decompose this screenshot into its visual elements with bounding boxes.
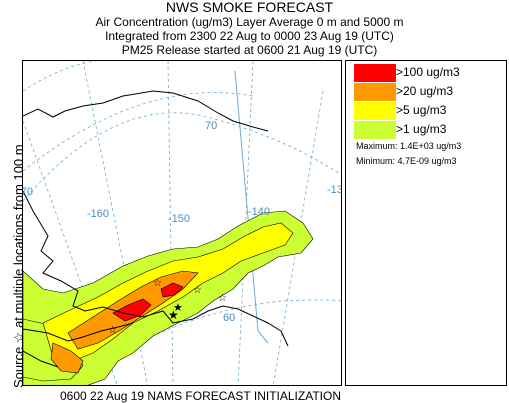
source-star-icon: ☆: [218, 293, 227, 304]
peninsula-coast: [23, 322, 134, 342]
map-canvas: ★ ☆ ☆ ☆ ☆ ★ -170 -160 -150 -140 -130 70 …: [23, 61, 342, 385]
plume-level-3-west: [50, 342, 84, 374]
longitude-label: -140: [248, 206, 270, 218]
island-coast: [23, 350, 59, 368]
source-star-icon: ★: [168, 308, 179, 322]
legend-panel: >100 ug/m3 >20 ug/m3 >5 ug/m3 >1 ug/m3 M…: [345, 60, 507, 386]
source-star-icon: ☆: [108, 325, 117, 336]
source-star-icon: ☆: [193, 285, 202, 296]
border-line: [234, 70, 269, 344]
forecast-title: NWS SMOKE FORECAST: [165, 0, 334, 15]
minimum-value: Minimum: 4.7E-09 ug/m3: [356, 156, 457, 166]
integration-period: Integrated from 2300 22 Aug to 0000 23 A…: [105, 29, 394, 43]
smoke-map: ★ ☆ ☆ ☆ ☆ ★ -170 -160 -150 -140 -130 70 …: [22, 60, 342, 386]
source-markers: ★ ☆ ☆ ☆ ☆ ★: [108, 278, 227, 336]
longitude-line-150: [167, 61, 174, 385]
legend-swatch: [354, 121, 396, 139]
latitude-line-north: [23, 61, 143, 92]
source-label-container: Source ☆ at multiple locations from 100 …: [0, 60, 26, 388]
legend-item: >5 ug/m3: [354, 102, 502, 120]
concentration-subtitle: Air Concentration (ug/m3) Layer Average …: [95, 15, 404, 29]
legend-label: >20 ug/m3: [396, 84, 454, 98]
smoke-plume: [23, 210, 314, 385]
legend-item: >100 ug/m3: [354, 64, 502, 82]
source-star-icon: ☆: [153, 278, 162, 289]
release-start: PM25 Release started at 0600 21 Aug 19 (…: [121, 43, 378, 57]
latitude-line-60: [65, 299, 341, 385]
maximum-value: Maximum: 1.4E+03 ug/m3: [356, 141, 462, 151]
plume-level-4: [112, 298, 152, 322]
north-coast: [23, 90, 269, 132]
legend-swatch: [354, 83, 396, 101]
legend-swatch: [354, 102, 396, 120]
latitude-label: 60: [223, 312, 235, 324]
latitude-label: 70: [205, 120, 217, 132]
legend-item: >20 ug/m3: [354, 83, 502, 101]
latitude-line-70: [23, 112, 341, 202]
plume-level-4b: [160, 282, 184, 298]
longitude-label: -160: [87, 208, 109, 220]
legend-label: >5 ug/m3: [396, 103, 447, 117]
legend-label: >100 ug/m3: [396, 65, 460, 79]
south-coast: [23, 190, 289, 347]
longitude-label: -150: [168, 213, 190, 225]
latitude-line-arctic: [23, 92, 254, 172]
longitude-label: -130: [327, 184, 342, 196]
legend-label: >1 ug/m3: [396, 122, 447, 136]
forecast-initialization: 0600 22 Aug 19 NAMS FORECAST INITIALIZAT…: [60, 389, 341, 403]
coastline: [23, 90, 289, 368]
legend-swatch: [354, 64, 396, 82]
legend-item: >1 ug/m3: [354, 121, 502, 139]
grid-labels: -170 -160 -150 -140 -130 70 60: [23, 120, 342, 324]
source-star-icon: ★: [173, 302, 183, 314]
longitude-label: -170: [23, 186, 33, 198]
